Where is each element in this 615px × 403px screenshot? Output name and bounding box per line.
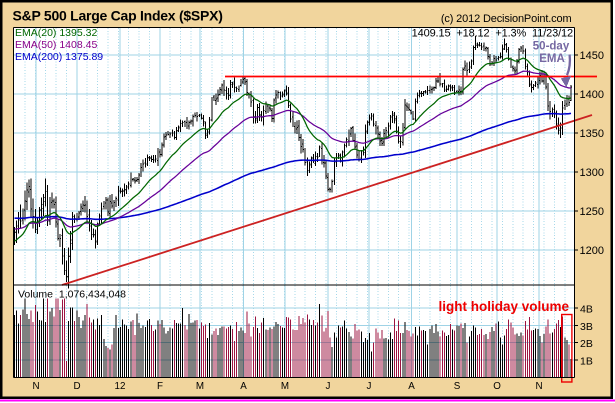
svg-text:J: J (326, 381, 331, 392)
svg-text:light holiday volume: light holiday volume (438, 299, 569, 314)
svg-text:A: A (240, 381, 247, 392)
svg-text:D: D (73, 381, 80, 392)
svg-text:M: M (281, 381, 289, 392)
svg-text:J: J (367, 381, 372, 392)
svg-text:S&P 500 Large Cap Index ($SPX): S&P 500 Large Cap Index ($SPX) (13, 8, 223, 24)
svg-text:50-day: 50-day (533, 41, 570, 53)
svg-text:N: N (535, 381, 542, 392)
svg-text:3B: 3B (580, 321, 593, 333)
svg-text:O: O (493, 381, 501, 392)
svg-text:1B: 1B (580, 356, 593, 368)
svg-text:4B: 4B (580, 303, 593, 315)
svg-text:S: S (454, 381, 461, 392)
svg-text:N: N (32, 381, 39, 392)
svg-text:F: F (157, 381, 163, 392)
svg-text:EMA(200) 1375.89: EMA(200) 1375.89 (15, 51, 103, 63)
svg-text:EMA: EMA (539, 53, 565, 65)
svg-text:M: M (196, 381, 204, 392)
svg-text:1200: 1200 (580, 245, 604, 257)
svg-text:Volume 1,076,434,048: Volume 1,076,434,048 (18, 289, 126, 301)
svg-text:EMA(20) 1395.32: EMA(20) 1395.32 (15, 27, 97, 39)
svg-text:1250: 1250 (580, 206, 604, 218)
svg-text:A: A (408, 381, 415, 392)
svg-text:12: 12 (115, 381, 126, 392)
svg-text:(c) 2012 DecisionPoint.com: (c) 2012 DecisionPoint.com (441, 13, 572, 25)
svg-text:1300: 1300 (580, 167, 604, 179)
svg-text:1350: 1350 (580, 128, 604, 140)
svg-text:1409.15 +18.12 +1.3% 11/23/: 1409.15 +18.12 +1.3% 11/23/12 (412, 28, 573, 40)
svg-text:1450: 1450 (580, 50, 604, 62)
svg-text:1400: 1400 (580, 89, 604, 101)
svg-text:2B: 2B (580, 338, 593, 350)
svg-text:EMA(50) 1408.45: EMA(50) 1408.45 (15, 39, 97, 51)
